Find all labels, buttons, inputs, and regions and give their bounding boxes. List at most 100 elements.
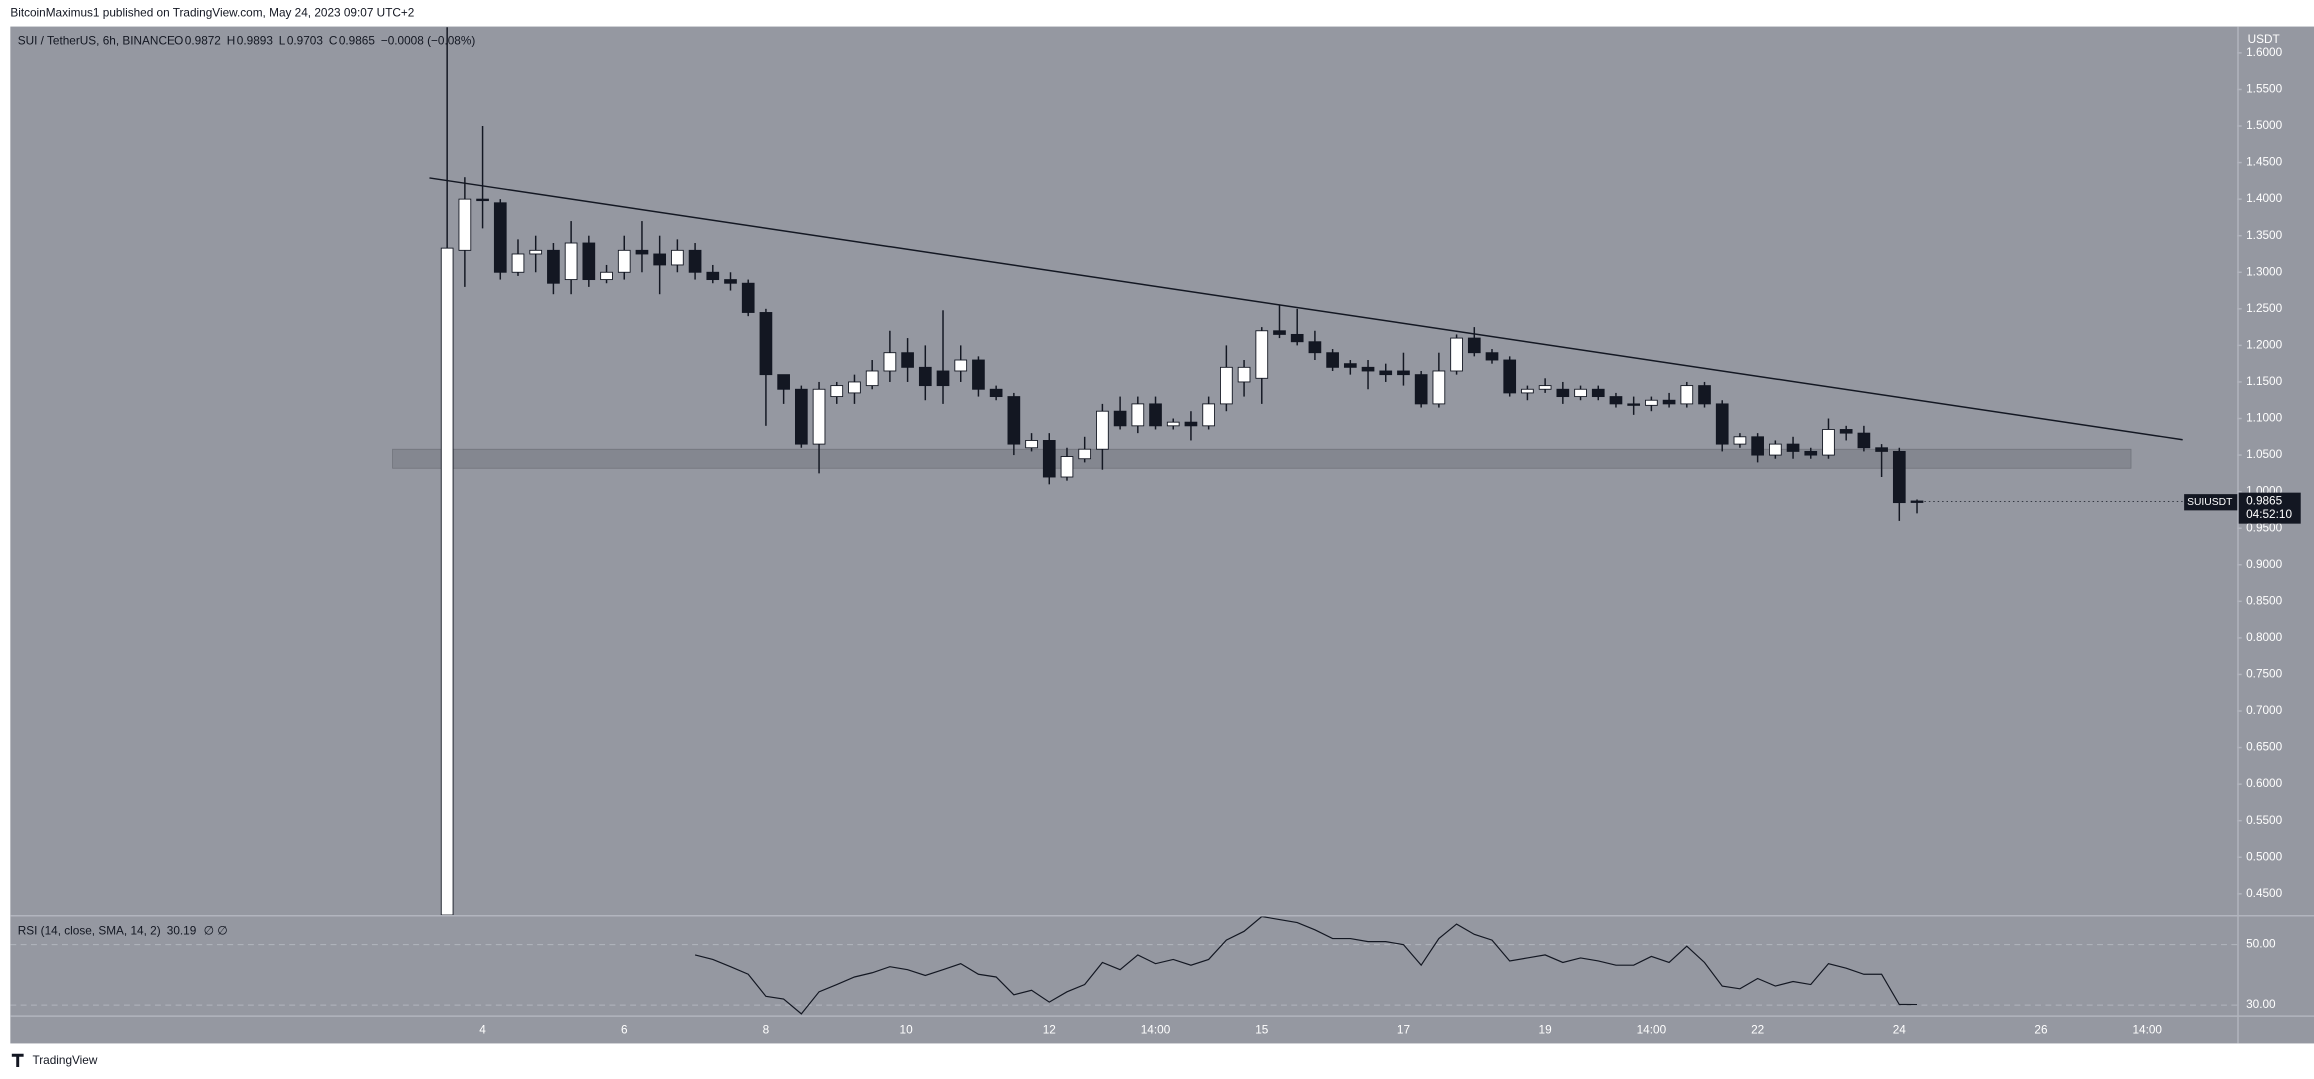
candle-body	[1485, 352, 1499, 361]
readout-value: 0.9865	[339, 33, 376, 47]
y-tick-label: 1.3500	[2246, 228, 2283, 242]
candle-body	[1910, 500, 1924, 503]
candle-body	[529, 249, 543, 255]
y-tick-label: 0.7500	[2246, 667, 2283, 681]
candle-body	[1414, 374, 1428, 405]
x-tick-label: 12	[1043, 1022, 1056, 1036]
readout-key: L	[279, 33, 286, 47]
y-tick-label: 1.5000	[2246, 118, 2283, 132]
candle-body	[1308, 341, 1322, 354]
candle-body	[794, 388, 808, 445]
candle-body	[1521, 388, 1534, 394]
currency-label: USDT	[2248, 32, 2280, 46]
x-tick-label: 15	[1255, 1022, 1269, 1036]
x-tick-label: 17	[1397, 1022, 1410, 1036]
candle-body	[1450, 337, 1463, 372]
candle-body	[582, 242, 596, 281]
candle-body	[1698, 385, 1711, 405]
candle-body	[759, 312, 773, 376]
candle-body	[830, 385, 844, 398]
candle-body	[1255, 330, 1269, 379]
x-tick-label: 10	[900, 1022, 914, 1036]
chart-area	[10, 26, 2314, 1044]
readout-key: O	[174, 33, 183, 47]
candle-body	[1627, 403, 1641, 406]
y-tick-label: 1.4500	[2246, 155, 2283, 169]
rsi-flags: ∅ ∅	[204, 923, 228, 937]
x-tick-label: 6	[621, 1022, 628, 1036]
y-tick-label: 0.8500	[2246, 593, 2283, 607]
candle-body	[1591, 388, 1605, 398]
candle-body	[1096, 410, 1109, 450]
candle-body	[635, 249, 649, 255]
candle-body	[1503, 359, 1517, 394]
indicator-title: RSI (14, close, SMA, 14, 2)	[18, 923, 161, 937]
rsi-pane	[10, 916, 2238, 1015]
symbol-tag	[2184, 494, 2238, 511]
candle-body	[1343, 363, 1357, 368]
candle-body	[671, 249, 684, 266]
readout-change: −0.0008 (−0.08%)	[381, 33, 476, 47]
candle-body	[1556, 388, 1570, 398]
candle-body	[688, 249, 702, 273]
candle-body	[1609, 396, 1623, 405]
y-tick-label: 0.9000	[2246, 557, 2283, 571]
y-tick-label: 1.1000	[2246, 411, 2283, 425]
footer-logo	[11, 1053, 24, 1068]
candle-body	[883, 352, 897, 372]
candle-body	[600, 271, 613, 281]
candle-body	[1875, 447, 1888, 452]
x-tick-label: 4	[479, 1022, 486, 1036]
candle-body	[1715, 403, 1729, 445]
x-tick-label: 14:00	[1141, 1022, 1171, 1036]
candle-body	[493, 202, 507, 273]
candle-body	[989, 388, 1003, 398]
candle-body	[1379, 370, 1393, 376]
rsi-last: 30.19	[167, 923, 197, 937]
candle-body	[706, 271, 720, 281]
candle-body	[1733, 436, 1747, 445]
y-tick-label: 0.7000	[2246, 703, 2283, 717]
candle-body	[1220, 366, 1233, 405]
candle-body	[1467, 337, 1481, 354]
candle-body	[1290, 333, 1304, 343]
candle-body	[1574, 388, 1587, 398]
publisher-line: BitcoinMaximus1 published on TradingView…	[10, 5, 414, 19]
candle-body	[1078, 448, 1092, 460]
support-zone	[392, 448, 2132, 469]
candle-body	[1397, 370, 1410, 376]
candle-body	[1007, 396, 1021, 445]
candle-body	[440, 247, 454, 916]
ohlc-readout: O0.9872 H0.9893 L0.9703 C0.9865 −0.0008 (−0.…	[174, 33, 475, 47]
rsi-values: 30.19 ∅ ∅	[167, 923, 228, 937]
candle-body	[777, 374, 790, 390]
rsi-tick-label: 30.00	[2246, 997, 2276, 1011]
candle-body	[1786, 443, 1800, 452]
x-tick-label: 24	[1893, 1022, 1907, 1036]
price-pane	[392, 27, 2183, 916]
candle-body	[901, 352, 914, 368]
y-tick-label: 1.5500	[2246, 82, 2283, 96]
readout-key: H	[227, 33, 236, 47]
candle-body	[1645, 399, 1658, 406]
candle-body	[741, 282, 755, 313]
candle-body	[724, 279, 737, 284]
readout-value: 0.9893	[237, 33, 274, 47]
readout-value: 0.9872	[185, 33, 221, 47]
x-tick-label: 8	[763, 1022, 770, 1036]
candle-body	[547, 249, 560, 284]
candle-body	[1432, 370, 1446, 405]
readout-value: 0.9703	[287, 33, 324, 47]
x-tick-label: 22	[1751, 1022, 1764, 1036]
candle-body	[972, 359, 985, 390]
candle-body	[1184, 421, 1198, 427]
candle-body	[1892, 450, 1906, 504]
y-tick-label: 1.6000	[2246, 45, 2283, 59]
candle-body	[1025, 440, 1038, 449]
trendline	[429, 177, 2183, 441]
candle-body	[936, 370, 950, 387]
footer-brand: TradingView	[32, 1053, 97, 1067]
readout-key: C	[329, 33, 338, 47]
candle-body	[476, 198, 489, 202]
